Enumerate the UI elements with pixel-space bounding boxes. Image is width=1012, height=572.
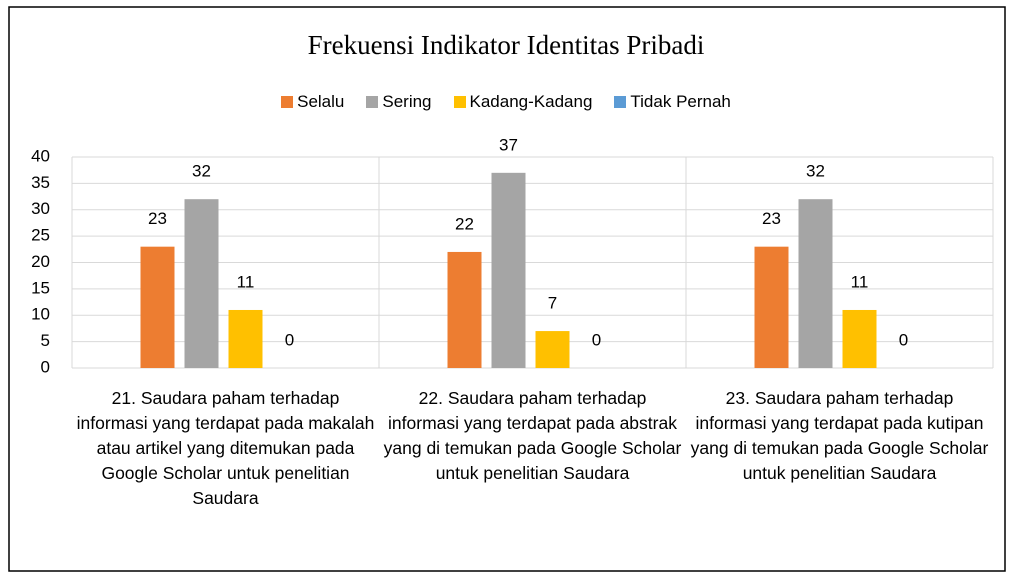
legend-item: Sering [366, 92, 432, 112]
legend-swatch [614, 96, 627, 108]
y-tick-label: 20 [31, 252, 50, 271]
chart-title: Frekuensi Indikator Identitas Pribadi [307, 30, 705, 60]
data-label: 37 [499, 135, 518, 154]
legend-swatch [453, 96, 466, 108]
data-label: 0 [592, 330, 601, 349]
data-label: 11 [237, 272, 255, 291]
data-label: 23 [148, 209, 167, 228]
data-label: 7 [548, 294, 557, 313]
y-tick-label: 15 [31, 278, 50, 297]
bar [754, 246, 789, 368]
bar [447, 251, 482, 368]
chart-border [8, 6, 1006, 572]
y-tick-label: 25 [31, 226, 50, 245]
y-tick-label: 35 [31, 173, 50, 192]
data-label: 0 [899, 330, 908, 349]
legend: Selalu Sering Kadang-Kadang Tidak Pernah [0, 92, 1012, 112]
data-label: 32 [192, 162, 211, 181]
bar [140, 246, 175, 368]
bar [842, 309, 877, 368]
y-tick-label: 0 [41, 357, 50, 376]
legend-label: Selalu [297, 92, 345, 111]
data-label: 0 [285, 330, 294, 349]
y-tick-label: 5 [41, 331, 50, 350]
bar [535, 331, 570, 368]
legend-item: Selalu [281, 92, 344, 112]
y-tick-label: 10 [31, 305, 50, 324]
data-label: 32 [806, 162, 825, 181]
x-tick-label: 22. Saudara paham terhadap informasi yan… [383, 388, 682, 483]
data-label: 11 [851, 272, 869, 291]
legend-swatch [281, 96, 294, 108]
y-tick-label: 40 [31, 146, 50, 165]
bar [184, 199, 219, 368]
y-tick-label: 30 [31, 199, 50, 218]
bar [798, 199, 833, 368]
data-label: 22 [455, 214, 474, 233]
legend-label: Sering [382, 92, 432, 111]
legend-item: Tidak Pernah [614, 92, 731, 112]
bar [491, 172, 526, 368]
x-tick-label: 23. Saudara paham terhadap informasi yan… [690, 388, 989, 483]
x-tick-label: 21. Saudara paham terhadap informasi yan… [76, 388, 375, 508]
legend-swatch [366, 96, 379, 108]
legend-label: Tidak Pernah [630, 92, 731, 111]
legend-label: Kadang-Kadang [469, 92, 593, 111]
data-label: 23 [762, 209, 781, 228]
legend-item: Kadang-Kadang [453, 92, 593, 112]
bar [228, 309, 263, 368]
